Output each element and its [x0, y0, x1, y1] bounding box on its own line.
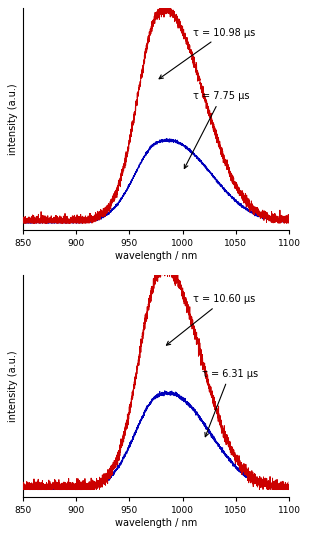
Text: τ = 10.60 μs: τ = 10.60 μs	[167, 294, 256, 345]
X-axis label: wavelength / nm: wavelength / nm	[115, 251, 197, 261]
X-axis label: wavelength / nm: wavelength / nm	[115, 518, 197, 527]
Text: τ = 10.98 μs: τ = 10.98 μs	[159, 28, 256, 79]
Text: τ = 7.75 μs: τ = 7.75 μs	[184, 91, 250, 168]
Y-axis label: intensity (a.u.): intensity (a.u.)	[8, 350, 18, 422]
Y-axis label: intensity (a.u.): intensity (a.u.)	[8, 84, 18, 155]
Text: τ = 6.31 μs: τ = 6.31 μs	[202, 369, 258, 437]
